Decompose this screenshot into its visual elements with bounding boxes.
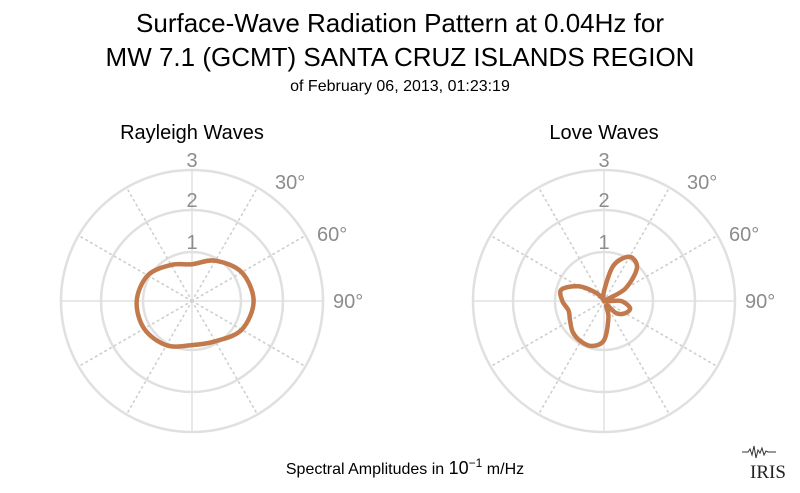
- love-spoke-330: [537, 186, 605, 302]
- rayleigh-pattern-curve-0: [134, 258, 256, 349]
- seismogram-icon: [742, 445, 776, 459]
- love-tick-labels: 1 2 3 30° 60° 90°: [598, 150, 775, 313]
- figure-subtitle: of February 06, 2013, 01:23:19: [290, 78, 510, 95]
- rayleigh-spoke-210: [125, 300, 193, 416]
- love-spoke-210: [537, 300, 605, 416]
- rayleigh-polar-grid: [59, 168, 325, 434]
- rayleigh-r-tick-2: 2: [186, 190, 197, 212]
- rayleigh-spoke-60: [191, 234, 307, 302]
- caption-base: 10: [449, 458, 469, 478]
- rayleigh-spoke-240: [77, 300, 193, 368]
- love-r-tick-1: 1: [598, 232, 609, 254]
- love-panel-title: Love Waves: [549, 122, 658, 144]
- iris-logo-text: IRIS: [750, 462, 786, 483]
- love-spoke-150: [603, 300, 671, 416]
- rayleigh-spoke-150: [191, 300, 259, 416]
- love-r-tick-2: 2: [598, 190, 609, 212]
- love-panel: Love Waves 1 2 3 30° 60° 90°: [471, 122, 775, 434]
- rayleigh-angle-tick-1: 30°: [275, 172, 305, 194]
- rayleigh-spoke-330: [125, 186, 193, 302]
- love-curve-layer: [557, 254, 640, 349]
- caption-suffix: m/Hz: [482, 461, 524, 478]
- rayleigh-spoke-30: [191, 186, 259, 302]
- rayleigh-panel-title: Rayleigh Waves: [120, 122, 264, 144]
- love-spoke-240: [489, 300, 605, 368]
- rayleigh-r-tick-3: 3: [186, 150, 197, 172]
- figure-title-line-1: Surface-Wave Radiation Pattern at 0.04Hz…: [136, 8, 664, 38]
- rayleigh-angle-tick-3: 90°: [333, 291, 363, 313]
- love-spoke-120: [603, 300, 719, 368]
- rayleigh-angle-tick-2: 60°: [317, 224, 347, 246]
- iris-logo: IRIS: [742, 445, 786, 483]
- love-pattern-curve-0: [557, 254, 640, 349]
- rayleigh-tick-labels: 1 2 3 30° 60° 90°: [186, 150, 363, 313]
- figure-title-line-2: MW 7.1 (GCMT) SANTA CRUZ ISLANDS REGION: [106, 42, 695, 72]
- rayleigh-r-tick-1: 1: [186, 232, 197, 254]
- caption-exponent: −1: [469, 456, 483, 470]
- caption-prefix: Spectral Amplitudes in: [286, 461, 449, 478]
- love-angle-tick-2: 60°: [729, 224, 759, 246]
- love-r-tick-3: 3: [598, 150, 609, 172]
- rayleigh-curve-layer: [134, 258, 256, 349]
- love-spoke-30: [603, 186, 671, 302]
- rayleigh-panel: Rayleigh Waves 1 2 3 30° 60° 90°: [59, 122, 363, 434]
- love-angle-tick-1: 30°: [687, 172, 717, 194]
- love-spoke-300: [489, 234, 605, 302]
- rayleigh-spoke-120: [191, 300, 307, 368]
- love-angle-tick-3: 90°: [745, 291, 775, 313]
- spectral-amplitude-caption: Spectral Amplitudes in 10−1 m/Hz: [286, 456, 524, 478]
- rayleigh-spoke-300: [77, 234, 193, 302]
